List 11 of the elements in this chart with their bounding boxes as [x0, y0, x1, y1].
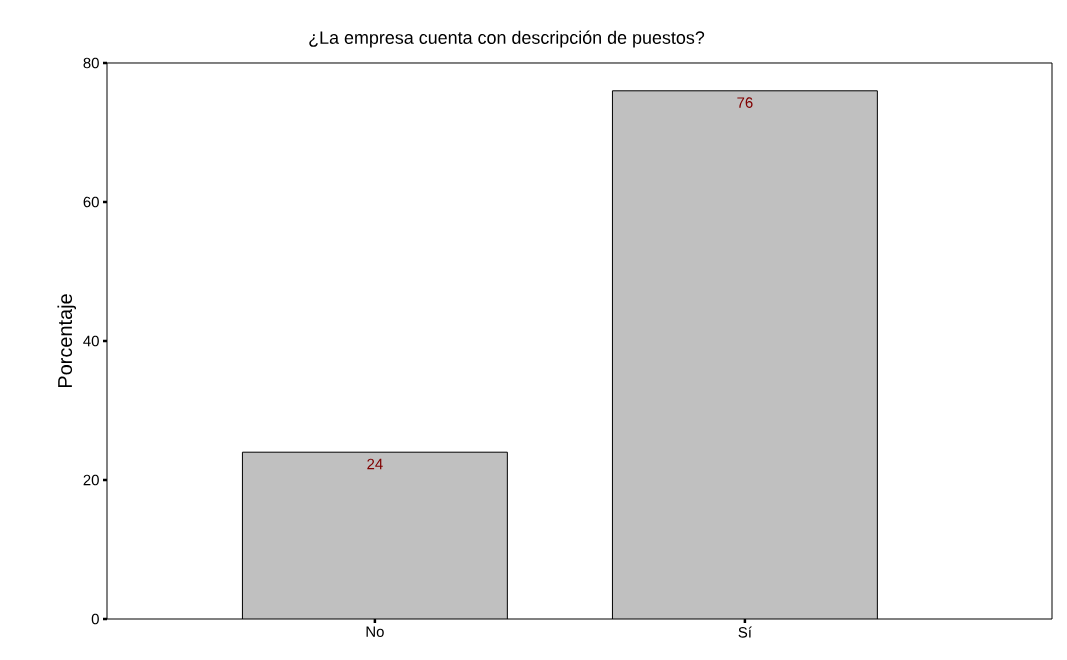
y-tick-label: 40	[83, 335, 99, 347]
data-label: 76	[737, 97, 753, 108]
y-axis-title: Porcentaje	[57, 294, 77, 387]
y-tick-label: 0	[91, 613, 99, 625]
y-tick-label: 80	[83, 57, 99, 69]
data-label: 24	[367, 458, 383, 470]
y-tick-label: 20	[83, 474, 99, 486]
x-tick-label: Sí	[738, 626, 752, 638]
x-tick-label: No	[366, 626, 384, 637]
y-tick-label: 60	[83, 196, 99, 208]
chart-title: ¿La empresa cuenta con descripción de puestos?	[309, 30, 705, 48]
